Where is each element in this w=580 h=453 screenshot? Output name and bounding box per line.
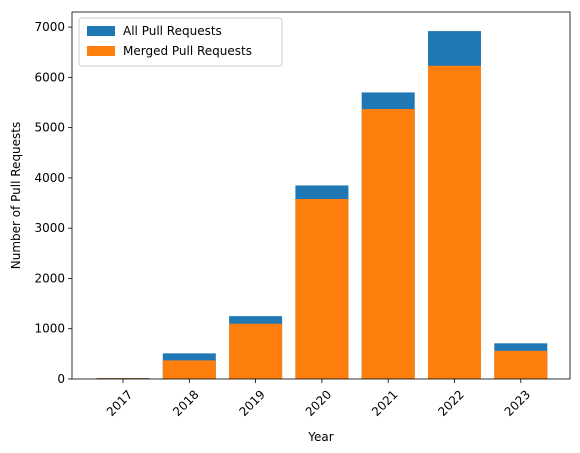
legend: All Pull Requests Merged Pull Requests bbox=[78, 17, 283, 67]
bar-merged-2023 bbox=[494, 350, 548, 379]
legend-label-all: All Pull Requests bbox=[123, 24, 222, 38]
y-tick-label-6000: 6000 bbox=[34, 70, 65, 84]
legend-label-merged: Merged Pull Requests bbox=[123, 44, 252, 58]
plot-frame bbox=[71, 11, 571, 380]
x-tick-label-2022: 2022 bbox=[435, 387, 466, 418]
y-tick-label-2000: 2000 bbox=[34, 271, 65, 285]
bar-merged-2019 bbox=[229, 323, 283, 379]
y-tick-label-5000: 5000 bbox=[34, 121, 65, 135]
y-axis: 0 1000 2000 3000 4000 5000 6000 7000 bbox=[34, 20, 72, 386]
legend-box bbox=[78, 17, 283, 67]
x-tick-label-2017: 2017 bbox=[104, 387, 135, 418]
bar-merged-2022 bbox=[428, 65, 481, 379]
y-tick-label-7000: 7000 bbox=[34, 20, 65, 34]
x-tick-label-2023: 2023 bbox=[502, 387, 533, 418]
x-axis: 2017 2018 2019 2020 2021 2022 2023 bbox=[104, 379, 533, 419]
x-tick-label-2019: 2019 bbox=[236, 387, 267, 418]
y-tick-label-4000: 4000 bbox=[34, 171, 65, 185]
x-tick-label-2020: 2020 bbox=[303, 387, 334, 418]
legend-swatch-merged bbox=[87, 46, 115, 56]
y-tick-label-0: 0 bbox=[57, 372, 65, 386]
y-tick-label-1000: 1000 bbox=[34, 322, 65, 336]
bar-merged-2021 bbox=[361, 109, 415, 379]
bar-merged-2020 bbox=[295, 199, 349, 379]
x-tick-label-2018: 2018 bbox=[170, 387, 201, 418]
x-tick-label-2021: 2021 bbox=[369, 387, 400, 418]
legend-swatch-all bbox=[87, 26, 115, 36]
bar-merged-2018 bbox=[162, 360, 216, 379]
bars-layer bbox=[96, 31, 548, 380]
y-axis-label: Number of Pull Requests bbox=[9, 122, 23, 270]
y-tick-label-3000: 3000 bbox=[34, 221, 65, 235]
x-axis-label: Year bbox=[307, 430, 333, 444]
